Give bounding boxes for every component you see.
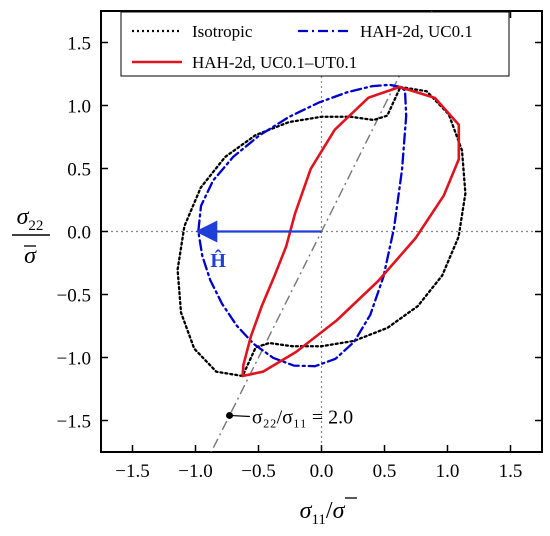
reference-leader (229, 414, 250, 418)
y-tick-label-7: 1.5 (67, 34, 91, 55)
svg-text:σ: σ (24, 243, 37, 269)
x-tick-label-6: 1.0 (436, 461, 460, 482)
y-axis-label: σ22 σ (12, 204, 50, 269)
x-tick-label-1: −1.5 (115, 461, 149, 482)
x-tick-label-2: −1.0 (178, 461, 212, 482)
x-tick-label-4: 0.0 (310, 461, 334, 482)
y-tick-label-4: 0.0 (67, 223, 91, 244)
y-tick-label-6: 1.0 (67, 97, 91, 118)
h-arrow-label: Ĥ (210, 248, 226, 272)
legend: Isotropic HAH-2d, UC0.1 HAH-2d, UC0.1–UT… (120, 11, 510, 77)
x-tick-label-7: 1.5 (499, 461, 523, 482)
legend-label-uc: HAH-2d, UC0.1 (360, 22, 473, 41)
y-tick-label-3: −0.5 (57, 286, 91, 307)
svg-text:σ22: σ22 (17, 204, 44, 234)
series-line-3 (241, 85, 461, 378)
x-tick-label-3: −0.5 (241, 461, 275, 482)
reference-label: σ₂₂/σ₁₁ = 2.0 (252, 407, 353, 429)
series-line-2 (197, 83, 408, 368)
legend-box (120, 11, 510, 77)
y-tick-label-5: 0.5 (67, 160, 91, 181)
ticks-layer: −1.5 −1.0 −0.5 0.0 0.5 1.0 1.5 −1.5 −1.0 −0.5 0.0 0… (57, 11, 542, 482)
legend-label-isotropic: Isotropic (192, 22, 253, 41)
x-axis-label: σ11/σ (300, 498, 346, 528)
x-tick-label-5: 0.5 (373, 461, 397, 482)
y-tick-label-1: −1.5 (57, 412, 91, 433)
legend-label-ucut: HAH-2d, UC0.1–UT0.1 (192, 53, 357, 72)
series-layer (176, 83, 467, 378)
y-tick-label-2: −1.0 (57, 349, 91, 370)
